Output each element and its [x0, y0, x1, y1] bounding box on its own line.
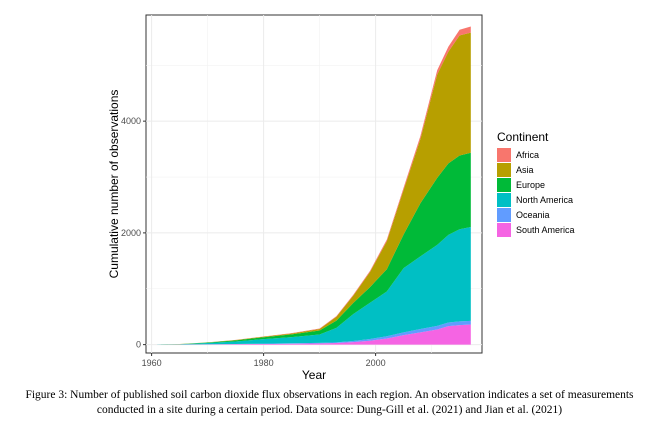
area-north-america	[157, 227, 471, 345]
legend-key-asia	[497, 163, 511, 177]
area-europe	[157, 152, 471, 345]
legend-key-europe	[497, 178, 511, 192]
x-axis-title: Year	[302, 368, 326, 382]
area-south-america	[157, 324, 471, 345]
legend-label-africa: Africa	[516, 150, 539, 160]
legend: Africa Asia Europe North America Oceania Sout…	[497, 148, 575, 237]
x-tick-label: 1960	[142, 358, 162, 368]
legend-label-europe: Europe	[516, 180, 545, 190]
caption-line-1: Figure 3: Number of published soil carbo…	[25, 389, 634, 401]
legend-key-africa	[497, 148, 511, 162]
figure-caption: Figure 3: Number of published soil carbo…	[10, 388, 649, 418]
caption-line-2: conducted in a site during a certain per…	[96, 404, 563, 416]
legend-title: Continent	[497, 130, 549, 144]
legend-label-north-america: North America	[516, 195, 573, 205]
legend-label-oceania: Oceania	[516, 210, 550, 220]
x-tick-label: 2000	[366, 358, 386, 368]
area-asia	[157, 32, 471, 345]
axis-ticks: 0 2000 4000 1960 1980 2000	[121, 116, 386, 368]
legend-key-south-america	[497, 223, 511, 237]
y-tick-label: 4000	[121, 116, 141, 126]
legend-label-asia: Asia	[516, 165, 534, 175]
y-axis-title: Cumulative number of observations	[107, 90, 121, 279]
area-series	[157, 26, 471, 345]
x-tick-label: 1980	[254, 358, 274, 368]
area-oceania	[157, 320, 471, 345]
legend-key-oceania	[497, 208, 511, 222]
y-tick-label: 2000	[121, 228, 141, 238]
stacked-area-chart: 0 2000 4000 1960 1980 2000 Year Cumulative nu…	[107, 14, 575, 382]
y-tick-label: 0	[136, 340, 141, 350]
legend-key-north-america	[497, 193, 511, 207]
legend-label-south-america: South America	[516, 225, 575, 235]
